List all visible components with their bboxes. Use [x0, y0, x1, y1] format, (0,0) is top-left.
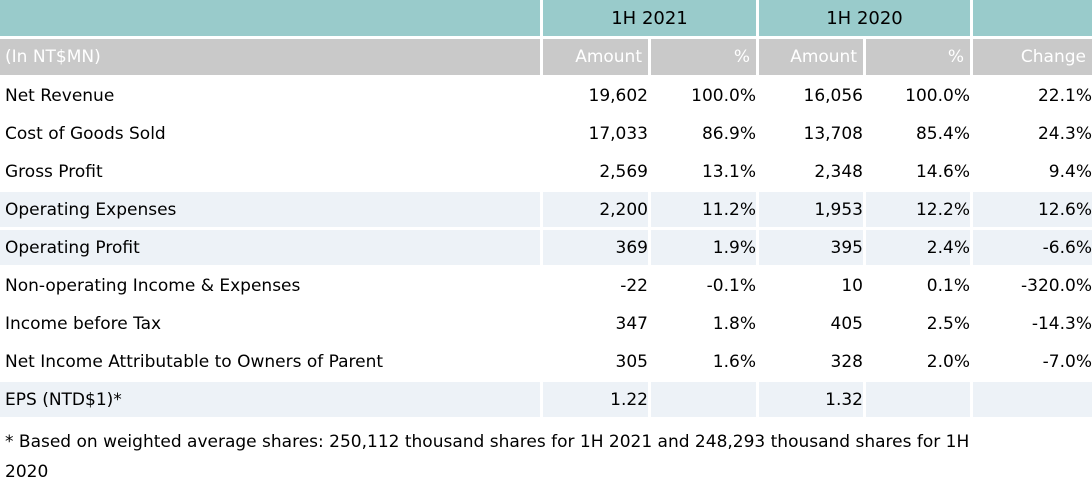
percent-2021-cell: 1.6% — [651, 344, 759, 382]
row-label: Gross Profit — [0, 154, 543, 192]
amount-2021-cell: 347 — [543, 306, 651, 344]
row-operating-profit: Operating Profit 369 1.9% 395 2.4% -6.6% — [0, 230, 1092, 268]
period-header-1h-2021: 1H 2021 — [543, 0, 759, 39]
percent-2020-cell: 2.4% — [866, 230, 973, 268]
percent-2021-cell: 1.8% — [651, 306, 759, 344]
row-non-operating-income-expenses: Non-operating Income & Expenses -22 -0.1… — [0, 268, 1092, 306]
percent-2020-cell: 0.1% — [866, 268, 973, 306]
change-cell: 12.6% — [973, 192, 1092, 230]
change-cell: -14.3% — [973, 306, 1092, 344]
change-cell: -6.6% — [973, 230, 1092, 268]
period-header-1h-2020: 1H 2020 — [759, 0, 973, 39]
period-header-empty — [0, 0, 543, 39]
percent-2021-cell: 86.9% — [651, 116, 759, 154]
amount-2020-cell: 16,056 — [759, 78, 866, 116]
footnote: * Based on weighted average shares: 250,… — [0, 420, 1092, 487]
percent-2021-cell: 1.9% — [651, 230, 759, 268]
col-header-amount-2020: Amount — [759, 39, 866, 78]
row-label: Cost of Goods Sold — [0, 116, 543, 154]
amount-2021-cell: 369 — [543, 230, 651, 268]
income-statement-table: 1H 2021 1H 2020 (In NT$MN) Amount % Amou… — [0, 0, 1092, 420]
percent-2020-cell: 2.0% — [866, 344, 973, 382]
row-label: Non-operating Income & Expenses — [0, 268, 543, 306]
percent-2021-cell: 11.2% — [651, 192, 759, 230]
percent-2021-cell — [651, 382, 759, 420]
row-label: Operating Expenses — [0, 192, 543, 230]
amount-2020-cell: 405 — [759, 306, 866, 344]
col-header-percent-2020: % — [866, 39, 973, 78]
amount-2020-cell: 328 — [759, 344, 866, 382]
amount-2020-cell: 2,348 — [759, 154, 866, 192]
row-label: Operating Profit — [0, 230, 543, 268]
amount-2020-cell: 395 — [759, 230, 866, 268]
row-cost-of-goods-sold: Cost of Goods Sold 17,033 86.9% 13,708 8… — [0, 116, 1092, 154]
footnote-line: * Based on weighted average shares: 250,… — [5, 432, 970, 452]
row-net-revenue: Net Revenue 19,602 100.0% 16,056 100.0% … — [0, 78, 1092, 116]
row-operating-expenses: Operating Expenses 2,200 11.2% 1,953 12.… — [0, 192, 1092, 230]
change-cell — [973, 382, 1092, 420]
percent-2021-cell: 100.0% — [651, 78, 759, 116]
percent-2021-cell: -0.1% — [651, 268, 759, 306]
percent-2020-cell: 12.2% — [866, 192, 973, 230]
column-header-row: (In NT$MN) Amount % Amount % Change — [0, 39, 1092, 78]
percent-2020-cell: 100.0% — [866, 78, 973, 116]
row-gross-profit: Gross Profit 2,569 13.1% 2,348 14.6% 9.4… — [0, 154, 1092, 192]
period-header-row: 1H 2021 1H 2020 — [0, 0, 1092, 39]
percent-2020-cell — [866, 382, 973, 420]
row-net-income-attributable: Net Income Attributable to Owners of Par… — [0, 344, 1092, 382]
col-header-amount-2021: Amount — [543, 39, 651, 78]
change-cell: -320.0% — [973, 268, 1092, 306]
col-header-change: Change — [973, 39, 1092, 78]
row-label: Income before Tax — [0, 306, 543, 344]
amount-2021-cell: 305 — [543, 344, 651, 382]
percent-2020-cell: 14.6% — [866, 154, 973, 192]
row-label: Net Income Attributable to Owners of Par… — [0, 344, 543, 382]
amount-2021-cell: 17,033 — [543, 116, 651, 154]
amount-2020-cell: 10 — [759, 268, 866, 306]
change-cell: -7.0% — [973, 344, 1092, 382]
footnote-line: 2020 — [5, 462, 49, 482]
unit-label: (In NT$MN) — [0, 39, 543, 78]
amount-2020-cell: 13,708 — [759, 116, 866, 154]
col-header-percent-2021: % — [651, 39, 759, 78]
amount-2021-cell: 1.22 — [543, 382, 651, 420]
percent-2020-cell: 2.5% — [866, 306, 973, 344]
row-label: Net Revenue — [0, 78, 543, 116]
amount-2021-cell: 19,602 — [543, 78, 651, 116]
period-header-change-empty — [973, 0, 1092, 39]
row-eps: EPS (NTD$1)* 1.22 1.32 — [0, 382, 1092, 420]
amount-2021-cell: 2,569 — [543, 154, 651, 192]
row-income-before-tax: Income before Tax 347 1.8% 405 2.5% -14.… — [0, 306, 1092, 344]
change-cell: 24.3% — [973, 116, 1092, 154]
percent-2021-cell: 13.1% — [651, 154, 759, 192]
amount-2020-cell: 1,953 — [759, 192, 866, 230]
percent-2020-cell: 85.4% — [866, 116, 973, 154]
amount-2020-cell: 1.32 — [759, 382, 866, 420]
change-cell: 22.1% — [973, 78, 1092, 116]
row-label: EPS (NTD$1)* — [0, 382, 543, 420]
amount-2021-cell: -22 — [543, 268, 651, 306]
amount-2021-cell: 2,200 — [543, 192, 651, 230]
change-cell: 9.4% — [973, 154, 1092, 192]
